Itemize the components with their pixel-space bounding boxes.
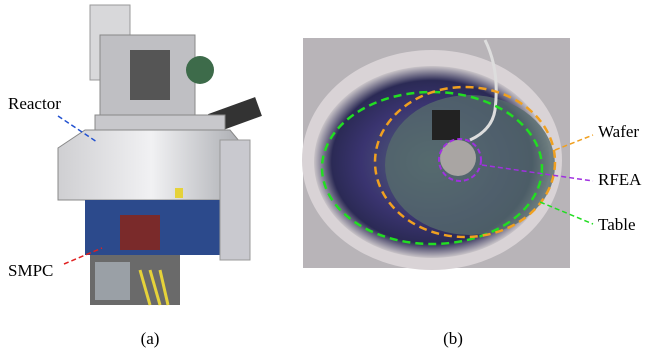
label-smpc: SMPC — [8, 261, 53, 280]
caption-a: (a) — [141, 329, 160, 348]
label-rfea: RFEA — [598, 170, 642, 189]
label-table: Table — [598, 215, 636, 234]
photo-reactor — [58, 5, 262, 305]
figure: Reactor SMPC (a) Wafer RFEA Table (b) — [0, 0, 651, 355]
label-wafer: Wafer — [598, 122, 639, 141]
caption-b: (b) — [443, 329, 463, 348]
photo-chamber — [302, 38, 570, 270]
label-reactor: Reactor — [8, 94, 61, 113]
